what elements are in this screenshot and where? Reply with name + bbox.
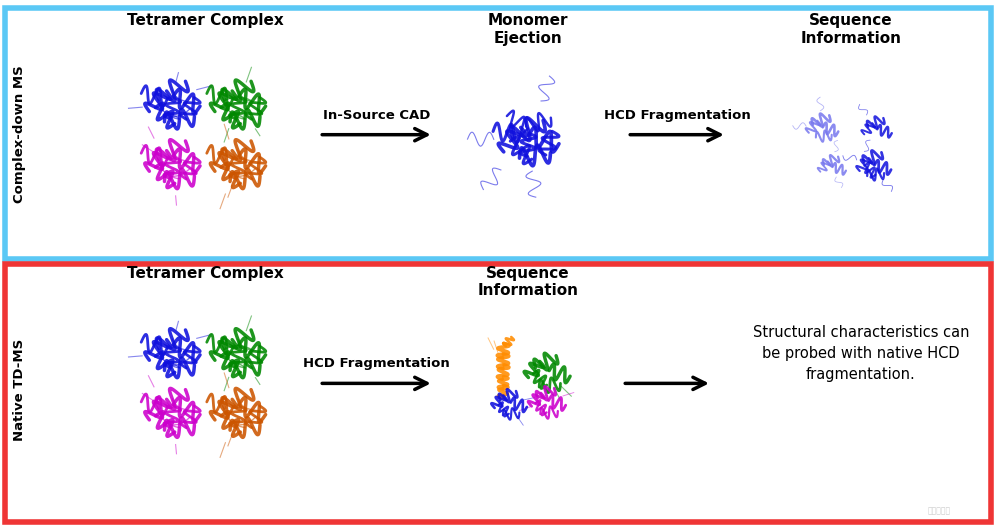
Text: Monomer
Ejection: Monomer Ejection [488, 13, 568, 45]
FancyBboxPatch shape [5, 264, 991, 522]
Text: HCD Fragmentation: HCD Fragmentation [604, 109, 750, 122]
Text: HCD Fragmentation: HCD Fragmentation [303, 358, 450, 370]
Text: In-Source CAD: In-Source CAD [323, 109, 430, 122]
Text: Tetramer Complex: Tetramer Complex [127, 266, 283, 281]
Text: Sequence
Information: Sequence Information [477, 266, 578, 298]
Text: Tetramer Complex: Tetramer Complex [127, 13, 283, 29]
Text: 仪器信息网: 仪器信息网 [927, 507, 950, 516]
Text: Structural characteristics can
be probed with native HCD
fragmentation.: Structural characteristics can be probed… [753, 325, 969, 382]
Text: Native TD-MS: Native TD-MS [13, 339, 26, 442]
Text: Complex-down MS: Complex-down MS [13, 65, 26, 203]
FancyBboxPatch shape [5, 8, 991, 259]
Text: Sequence
Information: Sequence Information [800, 13, 901, 45]
